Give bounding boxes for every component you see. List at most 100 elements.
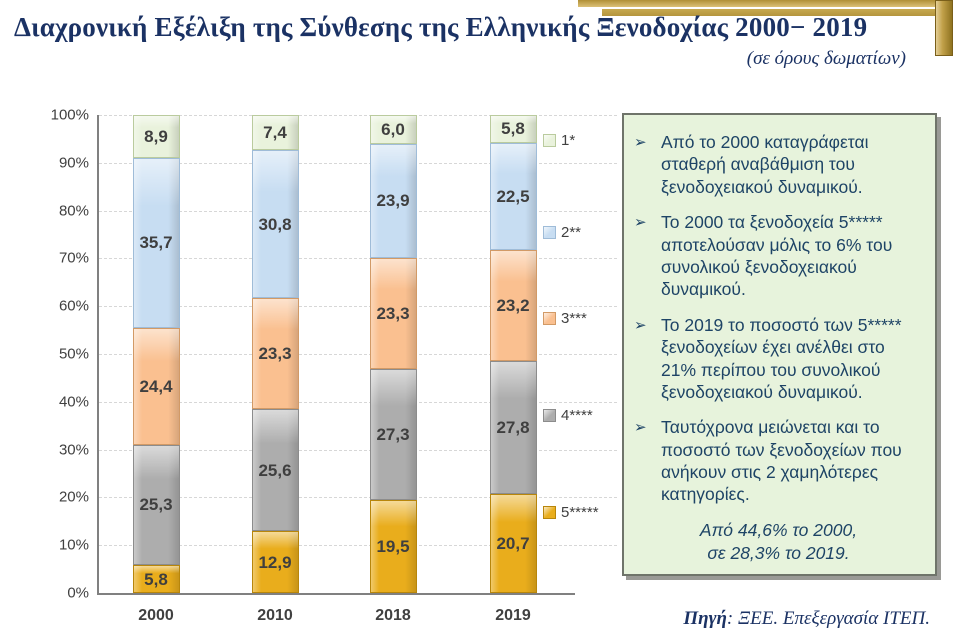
bar-segment-2**: 22,5 bbox=[489, 142, 537, 251]
bar-segment-5*****: 12,9 bbox=[251, 531, 299, 593]
source-label: Πηγή bbox=[683, 608, 727, 629]
bar-segment-4****: 27,8 bbox=[489, 361, 537, 495]
x-axis-label: 2018 bbox=[375, 607, 411, 624]
gridline bbox=[99, 449, 617, 451]
note-bullet: ➢ Το 2000 τα ξενοδοχεία 5***** αποτελούσα… bbox=[634, 211, 923, 301]
y-tick-label: 90% bbox=[58, 154, 89, 172]
y-tick-label: 80% bbox=[58, 202, 89, 220]
bar-value-label: 22,5 bbox=[496, 187, 530, 206]
bar-value-label: 30,8 bbox=[258, 214, 292, 234]
source-text: : ΞΕΕ. Επεξεργασία ΙΤΕΠ. bbox=[726, 608, 930, 629]
gridline bbox=[99, 401, 617, 403]
bar-value-label: 7,4 bbox=[263, 123, 287, 143]
page-title: Διαχρονική Εξέλιξη της Σύνθεσης της Ελλη… bbox=[14, 12, 868, 42]
bar-value-label: 25,6 bbox=[258, 460, 292, 480]
bar-value-label: 12,9 bbox=[258, 552, 292, 572]
bar-segment-1*: 8,9 bbox=[132, 115, 180, 158]
legend-item-1*: 1* bbox=[543, 132, 575, 149]
y-tick-label: 40% bbox=[58, 393, 89, 411]
gridline bbox=[99, 162, 617, 164]
bullet-text: Το 2019 το ποσοστό των 5***** ξενοδοχείω… bbox=[661, 314, 902, 402]
top-gold-strip-upper bbox=[578, 0, 936, 7]
bullet-text: Ταυτόχρονα μειώνεται και το ποσοστό των … bbox=[661, 417, 902, 505]
bar-value-label: 23,3 bbox=[376, 304, 410, 324]
gridline bbox=[99, 210, 617, 212]
y-tick-label: 10% bbox=[58, 536, 89, 554]
gridline bbox=[99, 497, 617, 499]
bar-value-label: 35,7 bbox=[139, 233, 173, 253]
bullet-arrow-icon: ➢ bbox=[634, 418, 647, 437]
bullet-text: Το 2000 τα ξενοδοχεία 5***** αποτελούσαν… bbox=[661, 212, 893, 300]
bullet-arrow-icon: ➢ bbox=[634, 213, 647, 232]
bar-2000: 5,8 25,3 24,4 35,7 8,9 bbox=[132, 115, 180, 593]
y-tick-label: 20% bbox=[58, 488, 89, 506]
x-axis bbox=[97, 593, 575, 595]
legend-swatch-icon bbox=[543, 506, 556, 519]
bar-value-label: 5,8 bbox=[501, 119, 525, 139]
bar-2019: 20,7 27,8 23,2 22,5 5,8 bbox=[489, 115, 537, 593]
legend-swatch-icon bbox=[543, 226, 556, 239]
note-footnote-line: σε 28,3% το 2019. bbox=[707, 542, 850, 563]
bar-segment-3***: 23,3 bbox=[369, 257, 417, 370]
note-footnote-line: Από 44,6% το 2000, bbox=[699, 519, 858, 540]
bar-segment-3***: 23,2 bbox=[489, 250, 537, 362]
top-right-gold-bar bbox=[935, 0, 953, 56]
legend-swatch-icon bbox=[543, 409, 556, 422]
bullet-arrow-icon: ➢ bbox=[634, 315, 647, 334]
y-tick-label: 50% bbox=[58, 345, 89, 363]
bar-value-label: 23,2 bbox=[496, 296, 530, 316]
x-axis-label: 2000 bbox=[138, 607, 174, 624]
y-axis bbox=[97, 115, 99, 595]
legend-swatch-icon bbox=[543, 312, 556, 325]
legend-label: 2** bbox=[561, 224, 582, 241]
bar-value-label: 23,9 bbox=[376, 191, 410, 211]
x-axis-label: 2010 bbox=[257, 607, 293, 624]
bar-value-label: 25,3 bbox=[139, 495, 173, 515]
bar-segment-1*: 6,0 bbox=[369, 115, 417, 144]
bar-segment-3***: 23,3 bbox=[251, 297, 299, 409]
bar-segment-4****: 25,3 bbox=[132, 444, 180, 566]
page-subtitle: (σε όρους δωματίων) bbox=[746, 48, 906, 69]
y-tick-label: 70% bbox=[58, 249, 89, 267]
note-bullet: ➢ Από το 2000 καταγράφεται σταθερή αναβάθ… bbox=[634, 131, 923, 198]
legend-item-5*****: 5***** bbox=[543, 504, 599, 521]
note-bullet: ➢ Το 2019 το ποσοστό των 5***** ξενοδοχεί… bbox=[634, 314, 923, 404]
bullet-arrow-icon: ➢ bbox=[634, 133, 647, 151]
bar-2010: 12,9 25,6 23,3 30,8 7,4 bbox=[251, 115, 299, 593]
bar-segment-2**: 23,9 bbox=[369, 143, 417, 258]
bar-segment-1*: 7,4 bbox=[251, 115, 299, 151]
legend-item-4****: 4**** bbox=[543, 407, 593, 424]
bar-segment-2**: 30,8 bbox=[251, 150, 299, 298]
notes-box: ➢ Από το 2000 καταγράφεται σταθερή αναβάθ… bbox=[622, 113, 937, 576]
bar-value-label: 23,3 bbox=[258, 343, 292, 363]
plot-area: 100% 90% 80% 70% 60% 50% 40% 30% 20% 10% 0% 5,8 25,3… bbox=[51, 107, 637, 624]
y-tick-label: 100% bbox=[50, 106, 89, 124]
legend-label: 3*** bbox=[561, 310, 587, 327]
gridline bbox=[99, 258, 617, 260]
legend-label: 4**** bbox=[561, 407, 593, 424]
bar-segment-2**: 35,7 bbox=[132, 157, 180, 328]
y-tick-label: 30% bbox=[58, 441, 89, 459]
bar-value-label: 5,8 bbox=[144, 569, 168, 589]
bar-value-label: 19,5 bbox=[376, 536, 410, 556]
gridline bbox=[99, 354, 617, 355]
bar-value-label: 27,3 bbox=[376, 425, 410, 445]
bar-segment-5*****: 20,7 bbox=[489, 494, 537, 593]
legend-item-3***: 3*** bbox=[543, 310, 587, 327]
legend-item-2**: 2** bbox=[543, 224, 581, 241]
legend-label: 1* bbox=[561, 132, 576, 149]
bar-value-label: 20,7 bbox=[496, 534, 530, 554]
bar-segment-4****: 25,6 bbox=[251, 408, 299, 532]
bar-2018: 19,5 27,3 23,3 23,9 6,0 bbox=[369, 115, 417, 593]
bar-segment-1*: 5,8 bbox=[489, 115, 537, 143]
bar-segment-4****: 27,3 bbox=[369, 369, 417, 500]
top-gold-strip-lower bbox=[602, 9, 936, 16]
bar-segment-3***: 24,4 bbox=[132, 328, 180, 445]
gridline bbox=[99, 115, 617, 116]
gridline bbox=[99, 545, 617, 547]
bar-value-label: 8,9 bbox=[144, 126, 168, 146]
source-note: Πηγή: ΞΕΕ. Επεξεργασία ΙΤΕΠ. bbox=[683, 608, 930, 630]
y-tick-label: 60% bbox=[58, 297, 89, 315]
bullet-text: Από το 2000 καταγράφεται σταθερή αναβάθμ… bbox=[661, 132, 869, 197]
